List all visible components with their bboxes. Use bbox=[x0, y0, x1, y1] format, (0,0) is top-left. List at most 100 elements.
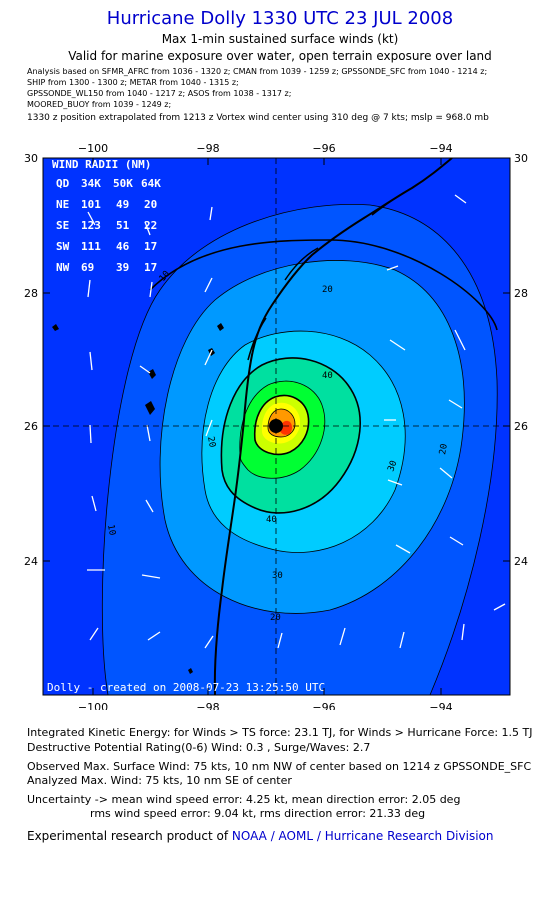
svg-text:69: 69 bbox=[81, 261, 94, 274]
wind-arrow bbox=[87, 279, 91, 298]
page-title: Hurricane Dolly 1330 UTC 23 JUL 2008 bbox=[106, 8, 454, 29]
svg-text:111: 111 bbox=[81, 240, 101, 253]
wind-arrow bbox=[386, 265, 399, 271]
wind-arrow bbox=[89, 627, 99, 641]
lat-tick-label: 28 bbox=[514, 287, 528, 300]
svg-text:22: 22 bbox=[144, 219, 157, 232]
contour-line bbox=[267, 408, 296, 438]
wind-arrow bbox=[146, 424, 151, 442]
svg-text:20: 20 bbox=[144, 198, 157, 211]
lat-tick-label: 24 bbox=[514, 555, 528, 568]
wind-arrow bbox=[147, 631, 161, 641]
wind-radii-row: SE 123 51 22 bbox=[56, 219, 157, 232]
svg-text:64K: 64K bbox=[141, 177, 161, 190]
wind-radii-row: NW 69 39 17 bbox=[56, 261, 157, 274]
wind-arrow bbox=[448, 399, 463, 409]
wind-arrow bbox=[454, 194, 467, 204]
ike-line: Integrated Kinetic Energy: for Winds > T… bbox=[27, 726, 533, 739]
svg-text:101: 101 bbox=[81, 198, 101, 211]
svg-text:17: 17 bbox=[144, 261, 157, 274]
wind-arrow bbox=[339, 627, 346, 646]
contour-label: 10 bbox=[105, 524, 117, 536]
lat-tick-label: 30 bbox=[514, 152, 528, 165]
map-subtitle: Max 1-min sustained surface winds (kt) bbox=[161, 32, 399, 46]
contour-line bbox=[159, 260, 465, 614]
wind-arrow bbox=[387, 479, 403, 486]
svg-text:SE: SE bbox=[56, 219, 69, 232]
contour-label: 20 bbox=[438, 443, 450, 455]
lon-tick-label: −94 bbox=[429, 142, 452, 155]
contour-line bbox=[201, 330, 406, 553]
wind-radii-table: WIND RADII (NM) QD 34K 50K 64K NE 101 49… bbox=[52, 158, 161, 274]
analysis-line: MOORED_BUOY from 1039 - 1249 z; bbox=[27, 100, 172, 109]
wind-contour-field: 10 10 20 20 20 30 30 40 40 20 Dolly - cr… bbox=[43, 158, 510, 695]
analyzed-wind-line: Analyzed Max. Wind: 75 kts, 10 nm SE of … bbox=[27, 774, 292, 787]
lon-tick-label: −100 bbox=[78, 142, 108, 155]
lat-tick-label: 30 bbox=[24, 152, 38, 165]
wind-arrow bbox=[449, 536, 464, 546]
wind-arrow bbox=[461, 623, 465, 641]
lon-tick-label: −96 bbox=[312, 701, 335, 710]
svg-text:NE: NE bbox=[56, 198, 69, 211]
map-footer: Dolly - created on 2008-07-23 13:25:50 U… bbox=[47, 681, 325, 694]
wind-arrow bbox=[205, 419, 213, 437]
contour-label: 40 bbox=[322, 371, 333, 381]
svg-text:NW: NW bbox=[56, 261, 70, 274]
wind-radii-row: SW 111 46 17 bbox=[56, 240, 157, 253]
wind-arrow bbox=[204, 635, 214, 649]
dpr-line: Destructive Potential Rating(0-6) Wind: … bbox=[27, 741, 371, 754]
coastline bbox=[213, 158, 453, 695]
exposure-note: Valid for marine exposure over water, op… bbox=[68, 49, 492, 63]
svg-text:46: 46 bbox=[116, 240, 130, 253]
wind-arrow bbox=[395, 544, 411, 554]
svg-text:34K: 34K bbox=[81, 177, 101, 190]
wind-arrow bbox=[439, 467, 453, 479]
wind-arrow bbox=[139, 365, 151, 374]
contour-band-75 bbox=[280, 420, 292, 435]
wind-arrow bbox=[493, 603, 506, 611]
wind-arrow bbox=[399, 631, 405, 649]
observed-wind-line: Observed Max. Surface Wind: 75 kts, 10 n… bbox=[27, 760, 532, 773]
wind-arrow bbox=[204, 277, 213, 293]
wind-arrow bbox=[145, 499, 154, 513]
hrd-link[interactable]: NOAA / AOML / Hurricane Research Divisio… bbox=[231, 829, 494, 843]
svg-text:QD: QD bbox=[56, 177, 70, 190]
uncertainty-line: Uncertainty -> mean wind speed error: 4.… bbox=[27, 793, 461, 806]
wind-radii-row: NE 101 49 20 bbox=[56, 198, 157, 211]
wind-arrow bbox=[89, 424, 92, 444]
wind-arrow bbox=[389, 339, 406, 351]
lat-tick-label: 26 bbox=[24, 420, 38, 433]
svg-text:51: 51 bbox=[116, 219, 130, 232]
coastline-island bbox=[247, 191, 406, 361]
wind-vectors bbox=[87, 194, 506, 649]
contour-label: 30 bbox=[272, 571, 283, 581]
credit-prefix: Experimental research product of bbox=[27, 829, 232, 843]
svg-text:50K: 50K bbox=[113, 177, 133, 190]
contour-label: 20 bbox=[270, 613, 281, 623]
contour-line bbox=[239, 380, 326, 479]
wind-radii-title: WIND RADII (NM) bbox=[52, 158, 151, 171]
lon-tick-label: −96 bbox=[312, 142, 335, 155]
analysis-line: Analysis based on SFMR_AFRC from 1036 - … bbox=[27, 67, 488, 76]
svg-text:17: 17 bbox=[144, 240, 157, 253]
position-extrapolation: 1330 z position extrapolated from 1213 z… bbox=[27, 113, 489, 123]
svg-text:49: 49 bbox=[116, 198, 129, 211]
credit-line: Experimental research product of NOAA / … bbox=[27, 829, 493, 843]
contour-line bbox=[253, 394, 310, 456]
svg-text:39: 39 bbox=[116, 261, 129, 274]
wind-field-map: 10 10 20 20 20 30 30 40 40 20 Dolly - cr… bbox=[24, 142, 528, 710]
contour-label: 40 bbox=[266, 515, 277, 525]
axis-ticks bbox=[43, 157, 510, 695]
wind-arrow bbox=[454, 329, 466, 351]
analysis-line: SHIP from 1300 - 1300 z; METAR from 1040… bbox=[27, 78, 239, 87]
wind-arrow bbox=[204, 349, 213, 366]
lon-tick-label: −98 bbox=[196, 142, 219, 155]
wind-radii-header-row: QD 34K 50K 64K bbox=[56, 177, 161, 190]
contour-labels: 10 10 20 20 20 30 30 40 40 20 bbox=[105, 269, 450, 623]
analysis-sources: Analysis based on SFMR_AFRC from 1036 - … bbox=[27, 66, 557, 110]
svg-text:123: 123 bbox=[81, 219, 101, 232]
lon-tick-label: −100 bbox=[78, 701, 108, 710]
svg-text:SW: SW bbox=[56, 240, 70, 253]
wind-arrow bbox=[277, 632, 283, 649]
contour-line bbox=[220, 357, 361, 514]
